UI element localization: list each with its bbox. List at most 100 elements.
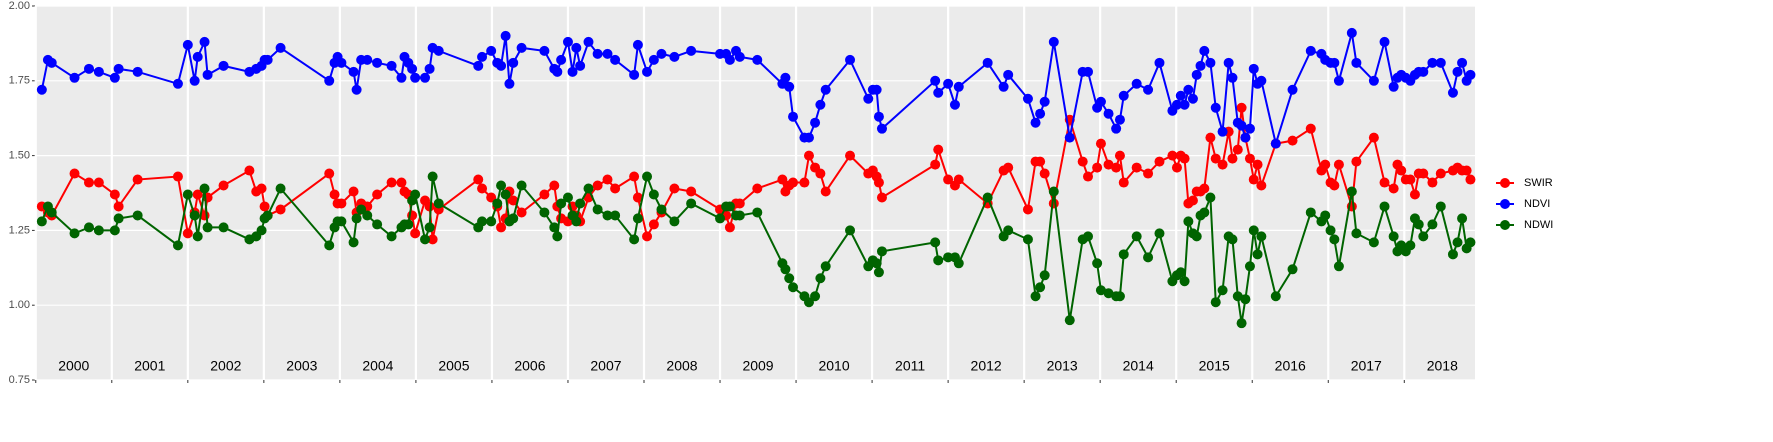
data-point [109, 72, 120, 83]
y-tick-label: 0.75 [9, 374, 30, 386]
data-point [1039, 168, 1050, 179]
data-point [1388, 81, 1399, 92]
data-point [592, 180, 603, 191]
data-point [815, 273, 826, 284]
data-point [329, 189, 340, 200]
data-point [552, 231, 563, 242]
data-point [1465, 237, 1476, 248]
data-point [632, 192, 643, 203]
data-point [1252, 249, 1263, 260]
data-point [539, 207, 550, 218]
data-point [873, 177, 884, 188]
data-point [420, 72, 431, 83]
y-tick-label: 1.75 [9, 75, 30, 87]
data-point [1077, 156, 1088, 167]
data-point [1114, 114, 1125, 125]
y-tick-label: 1.00 [9, 299, 30, 311]
data-point [1205, 57, 1216, 68]
data-point [820, 84, 831, 95]
year-label: 2009 [742, 358, 773, 374]
data-point [244, 165, 255, 176]
data-point [275, 42, 286, 53]
data-point [1131, 231, 1142, 242]
data-point [516, 42, 527, 53]
data-point [202, 222, 213, 233]
data-point [83, 222, 94, 233]
data-point [982, 57, 993, 68]
data-point [1187, 93, 1198, 104]
data-point [424, 201, 435, 212]
data-point [199, 183, 210, 194]
data-point [324, 75, 335, 86]
data-point [1111, 123, 1122, 134]
data-point [1388, 231, 1399, 242]
data-point [1413, 219, 1424, 230]
data-point [420, 234, 431, 245]
data-point [262, 54, 273, 65]
data-point [1039, 96, 1050, 107]
data-point [871, 258, 882, 269]
data-point [930, 159, 941, 170]
data-point [629, 234, 640, 245]
data-point [199, 36, 210, 47]
data-point [275, 204, 286, 215]
data-point [1452, 237, 1463, 248]
data-point [336, 57, 347, 68]
data-point [433, 45, 444, 56]
data-point [1465, 174, 1476, 185]
data-point [1118, 249, 1129, 260]
data-point [1461, 165, 1472, 176]
data-point [1083, 66, 1094, 77]
data-point [351, 84, 362, 95]
data-point [372, 219, 383, 230]
year-label: 2007 [590, 358, 621, 374]
data-point [669, 51, 680, 62]
data-point [845, 150, 856, 161]
data-point [496, 180, 507, 191]
data-point [69, 168, 80, 179]
year-label: 2000 [58, 358, 89, 374]
data-point [496, 60, 507, 71]
data-point [69, 72, 80, 83]
data-point [669, 216, 680, 227]
data-point [1083, 231, 1094, 242]
data-point [386, 60, 397, 71]
data-point [192, 189, 203, 200]
data-point [943, 252, 954, 263]
data-point [83, 177, 94, 188]
data-point [218, 180, 229, 191]
legend-marker [1500, 220, 1510, 230]
legend-label: NDWI [1524, 219, 1553, 231]
data-point [410, 228, 421, 239]
data-point [189, 210, 200, 221]
data-point [1030, 117, 1041, 128]
data-point [820, 186, 831, 197]
data-point [1143, 252, 1154, 263]
data-point [1217, 285, 1228, 296]
data-point [656, 204, 667, 215]
data-point [1435, 201, 1446, 212]
data-point [1217, 126, 1228, 137]
data-point [845, 54, 856, 65]
data-point [1252, 159, 1263, 170]
data-point [192, 231, 203, 242]
data-point [109, 189, 120, 200]
data-point [602, 210, 613, 221]
data-point [629, 69, 640, 80]
data-point [403, 219, 414, 230]
data-point [362, 210, 373, 221]
data-point [724, 201, 735, 212]
data-point [1236, 102, 1247, 113]
data-point [1167, 150, 1178, 161]
data-point [496, 222, 507, 233]
data-point [1227, 72, 1238, 83]
data-point [1418, 168, 1429, 179]
data-point [1183, 216, 1194, 227]
data-point [218, 60, 229, 71]
data-point [46, 57, 57, 68]
data-point [930, 75, 941, 86]
data-point [1175, 267, 1186, 278]
data-point [1210, 153, 1221, 164]
data-point [780, 72, 791, 83]
data-point [648, 54, 659, 65]
